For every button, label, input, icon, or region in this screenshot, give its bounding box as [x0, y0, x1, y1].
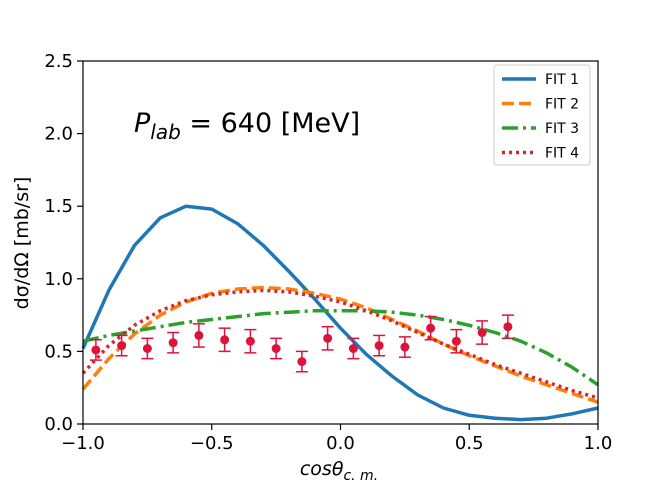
data-point: [476, 320, 489, 345]
fit-curve-3: [82, 308, 599, 387]
data-marker: [477, 328, 487, 338]
data-point: [424, 315, 437, 341]
x-tick-label: −0.5: [190, 433, 234, 454]
data-point: [295, 350, 308, 373]
data-point: [373, 334, 386, 357]
fit-curve-2: [81, 285, 599, 404]
data-point: [270, 337, 283, 360]
x-tick-label: −1.0: [61, 433, 105, 454]
legend-label-4: FIT 4: [545, 146, 579, 162]
legend-label-3: FIT 3: [545, 121, 579, 137]
data-marker: [168, 338, 178, 348]
data-point: [347, 337, 360, 360]
data-marker: [194, 330, 204, 340]
y-tick-label: 1.5: [44, 196, 73, 217]
data-point: [218, 327, 231, 353]
data-marker: [503, 322, 513, 332]
data-marker: [426, 323, 436, 333]
annotation-rest: = 640 [MeV]: [181, 108, 360, 139]
data-marker: [400, 342, 410, 352]
y-tick-label: 0.0: [44, 414, 73, 435]
fit-curve-4: [81, 288, 599, 400]
annotation-base: P: [134, 108, 151, 139]
data-marker: [245, 336, 255, 346]
data-marker: [220, 335, 230, 345]
x-axis-label-base: cosθ: [300, 458, 344, 480]
data-point: [450, 328, 463, 354]
x-axis-ticks: −1.0 −0.5 0.0 0.5 1.0: [61, 424, 612, 454]
data-point: [141, 337, 154, 360]
fit-curve-1: [81, 204, 599, 422]
legend-box: [493, 64, 591, 166]
data-point: [398, 336, 411, 358]
data-point: [501, 314, 514, 340]
data-point: [89, 339, 102, 361]
data-marker: [91, 345, 101, 355]
data-points: [89, 314, 514, 373]
data-marker: [348, 343, 358, 353]
y-tick-label: 2.0: [44, 124, 73, 145]
data-point: [192, 323, 205, 348]
y-tick-label: 2.5: [44, 51, 73, 72]
data-marker: [297, 357, 307, 367]
data-marker: [142, 343, 152, 353]
legend-label-1: FIT 1: [545, 72, 579, 88]
data-point: [167, 331, 180, 354]
data-marker: [374, 341, 384, 351]
x-axis-label: cosθc. m.: [300, 458, 378, 484]
data-point: [321, 325, 334, 351]
annotation-plab: Plab = 640 [MeV]: [134, 108, 360, 144]
data-marker: [271, 343, 281, 353]
y-tick-label: 0.5: [44, 341, 73, 362]
x-tick-label: 1.0: [584, 433, 613, 454]
x-tick-label: 0.0: [326, 433, 355, 454]
data-marker: [323, 333, 333, 343]
data-marker: [117, 341, 127, 351]
legend-label-2: FIT 2: [545, 97, 579, 113]
data-marker: [451, 336, 461, 346]
x-axis-label-subscript: c. m.: [343, 468, 378, 484]
y-axis-label: dσ/dΩ [mb/sr]: [11, 177, 33, 310]
y-axis-ticks: 0.0 0.5 1.0 1.5 2.0 2.5: [44, 51, 83, 435]
annotation-subscript: lab: [150, 120, 181, 144]
x-tick-label: 0.5: [455, 433, 484, 454]
fit-curves: [81, 204, 599, 422]
data-point: [115, 334, 128, 357]
y-tick-label: 1.0: [44, 269, 73, 290]
data-point: [244, 328, 257, 354]
legend: FIT 1 FIT 2 FIT 3 FIT 4: [493, 64, 591, 166]
